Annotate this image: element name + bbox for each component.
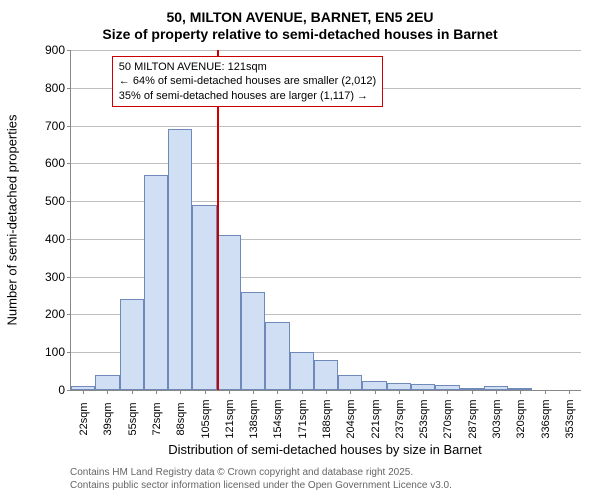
x-tick-label: 188sqm bbox=[319, 399, 333, 438]
x-tick-mark bbox=[229, 390, 230, 394]
histogram-bar bbox=[120, 299, 144, 390]
histogram-bar bbox=[95, 375, 119, 390]
x-tick-label: 88sqm bbox=[173, 402, 187, 435]
x-tick-label: 320sqm bbox=[513, 399, 527, 438]
y-tick-mark bbox=[67, 50, 71, 51]
x-tick-mark bbox=[253, 390, 254, 394]
x-tick-label: 253sqm bbox=[416, 399, 430, 438]
y-tick-mark bbox=[67, 126, 71, 127]
x-tick-mark bbox=[423, 390, 424, 394]
x-tick-mark bbox=[545, 390, 546, 394]
histogram-bar bbox=[314, 360, 338, 390]
x-tick-label: 105sqm bbox=[198, 399, 212, 438]
x-tick-label: 221sqm bbox=[368, 399, 382, 438]
y-tick-mark bbox=[67, 352, 71, 353]
x-tick-mark bbox=[496, 390, 497, 394]
histogram-bar bbox=[265, 322, 289, 390]
x-tick-mark bbox=[107, 390, 108, 394]
x-tick-mark bbox=[520, 390, 521, 394]
gridline bbox=[71, 163, 581, 164]
x-tick-mark bbox=[132, 390, 133, 394]
y-tick-mark bbox=[67, 314, 71, 315]
x-tick-label: 171sqm bbox=[295, 399, 309, 438]
info-box: 50 MILTON AVENUE: 121sqm← 64% of semi-de… bbox=[112, 56, 383, 107]
x-tick-label: 336sqm bbox=[538, 399, 552, 438]
footer-line-2: Contains public sector information licen… bbox=[70, 479, 452, 492]
x-tick-label: 237sqm bbox=[392, 399, 406, 438]
chart-container: 50, MILTON AVENUE, BARNET, EN5 2EU Size … bbox=[0, 0, 600, 500]
y-tick-mark bbox=[67, 239, 71, 240]
x-tick-label: 303sqm bbox=[489, 399, 503, 438]
y-tick-mark bbox=[67, 163, 71, 164]
histogram-bar bbox=[168, 129, 192, 390]
x-tick-mark bbox=[326, 390, 327, 394]
attribution-footer: Contains HM Land Registry data © Crown c… bbox=[70, 466, 452, 492]
x-tick-label: 39sqm bbox=[100, 402, 114, 435]
histogram-bar bbox=[387, 383, 411, 390]
x-tick-mark bbox=[205, 390, 206, 394]
x-tick-label: 72sqm bbox=[149, 402, 163, 435]
x-axis-label: Distribution of semi-detached houses by … bbox=[70, 442, 580, 457]
x-tick-mark bbox=[350, 390, 351, 394]
histogram-bar bbox=[290, 352, 314, 390]
x-tick-mark bbox=[302, 390, 303, 394]
y-tick-mark bbox=[67, 277, 71, 278]
gridline bbox=[71, 50, 581, 51]
x-tick-mark bbox=[277, 390, 278, 394]
chart-title-2: Size of property relative to semi-detach… bbox=[0, 26, 600, 42]
histogram-bar bbox=[217, 235, 241, 390]
x-tick-mark bbox=[83, 390, 84, 394]
gridline bbox=[71, 126, 581, 127]
y-tick-mark bbox=[67, 201, 71, 202]
histogram-bar bbox=[362, 381, 386, 390]
x-tick-label: 55sqm bbox=[125, 402, 139, 435]
x-tick-label: 154sqm bbox=[270, 399, 284, 438]
x-tick-label: 204sqm bbox=[343, 399, 357, 438]
x-tick-mark bbox=[472, 390, 473, 394]
chart-title-1: 50, MILTON AVENUE, BARNET, EN5 2EU bbox=[0, 0, 600, 26]
y-tick-mark bbox=[67, 88, 71, 89]
info-box-line: ← 64% of semi-detached houses are smalle… bbox=[119, 74, 376, 88]
histogram-bar bbox=[144, 175, 168, 390]
x-tick-mark bbox=[569, 390, 570, 394]
histogram-bar bbox=[241, 292, 265, 390]
x-tick-label: 121sqm bbox=[222, 399, 236, 438]
x-tick-mark bbox=[447, 390, 448, 394]
info-box-line: 35% of semi-detached houses are larger (… bbox=[119, 89, 376, 103]
x-tick-label: 270sqm bbox=[440, 399, 454, 438]
x-tick-label: 353sqm bbox=[562, 399, 576, 438]
x-tick-label: 22sqm bbox=[76, 402, 90, 435]
histogram-bar bbox=[338, 375, 362, 390]
x-tick-mark bbox=[375, 390, 376, 394]
y-tick-mark bbox=[67, 390, 71, 391]
x-tick-mark bbox=[399, 390, 400, 394]
x-tick-label: 287sqm bbox=[465, 399, 479, 438]
y-axis-label: Number of semi-detached properties bbox=[5, 115, 20, 326]
footer-line-1: Contains HM Land Registry data © Crown c… bbox=[70, 466, 452, 479]
histogram-bar bbox=[192, 205, 216, 390]
x-tick-mark bbox=[156, 390, 157, 394]
info-box-line: 50 MILTON AVENUE: 121sqm bbox=[119, 60, 376, 74]
x-tick-mark bbox=[180, 390, 181, 394]
x-tick-label: 138sqm bbox=[246, 399, 260, 438]
plot-area: 010020030040050060070080090022sqm39sqm55… bbox=[70, 50, 581, 391]
